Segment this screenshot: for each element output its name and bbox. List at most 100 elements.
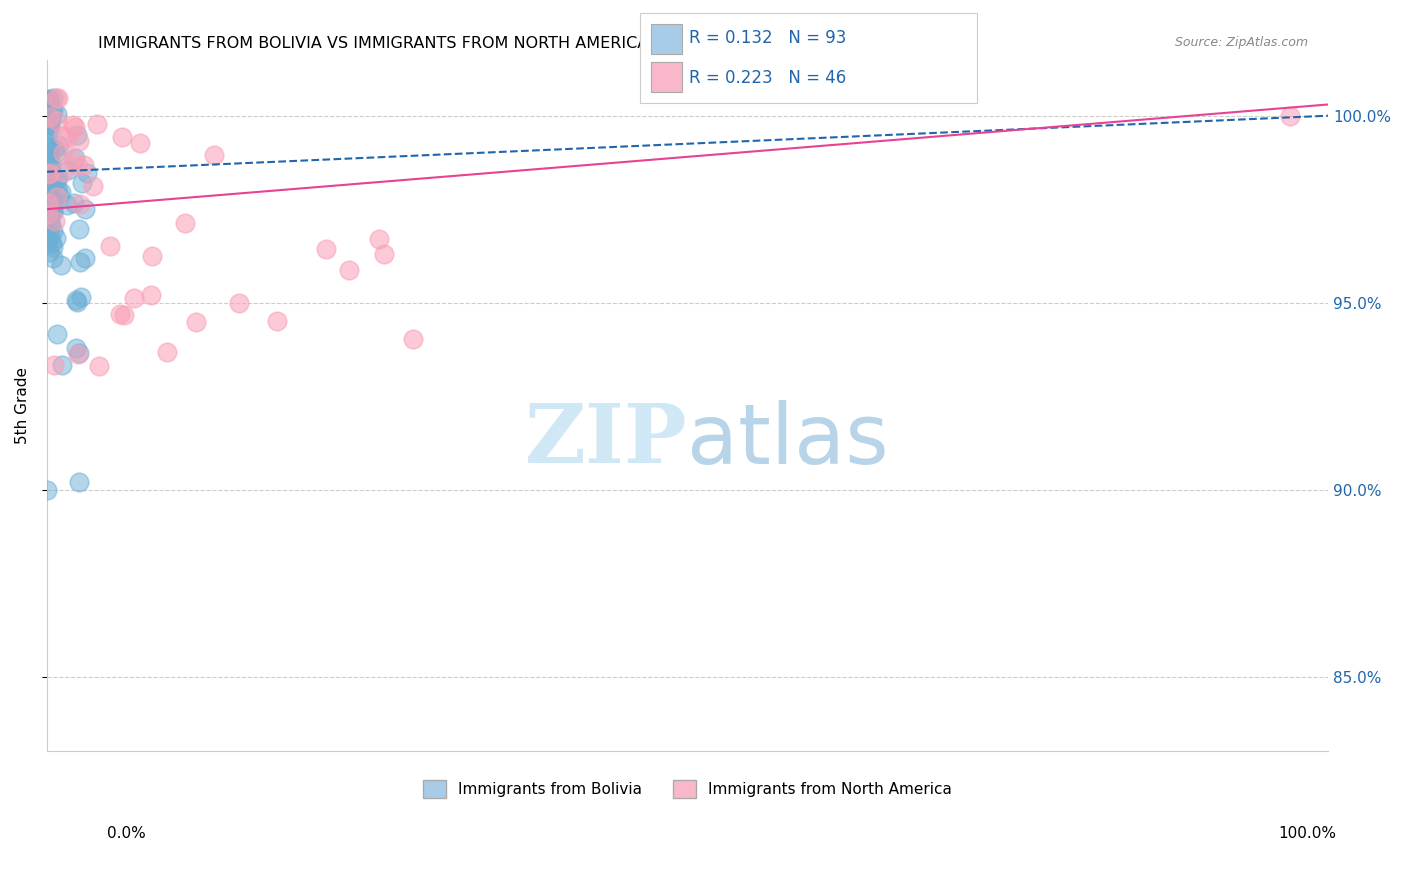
Point <box>76 166 98 180</box>
Point <box>124 292 146 306</box>
Point <box>129 136 152 151</box>
Point <box>38 110 60 124</box>
Point <box>39 193 62 207</box>
Point <box>66 128 89 142</box>
Point <box>38 244 60 259</box>
Point <box>48 188 70 202</box>
Point <box>51 358 73 372</box>
Point <box>39 112 62 127</box>
Point <box>38 116 60 130</box>
Point <box>37 191 59 205</box>
Point <box>1278 109 1301 123</box>
Text: Source: ZipAtlas.com: Source: ZipAtlas.com <box>1174 36 1308 49</box>
Point <box>42 196 65 211</box>
Point <box>44 214 66 228</box>
Point <box>37 93 59 107</box>
Text: R = 0.132   N = 93: R = 0.132 N = 93 <box>689 29 846 47</box>
Point <box>37 165 59 179</box>
Point <box>67 159 90 173</box>
Point <box>337 263 360 277</box>
Point <box>73 158 96 172</box>
Point <box>69 255 91 269</box>
Point <box>45 113 67 128</box>
Point <box>141 288 163 302</box>
Point <box>228 295 250 310</box>
Point <box>98 239 121 253</box>
Point <box>38 198 60 212</box>
Point <box>41 251 63 265</box>
Point <box>75 251 97 265</box>
Point <box>46 90 69 104</box>
Point <box>67 134 90 148</box>
Point <box>46 190 69 204</box>
Point <box>35 130 58 145</box>
Point <box>37 205 59 219</box>
Point <box>66 346 89 360</box>
Point <box>67 475 90 490</box>
Text: ZIP: ZIP <box>524 401 688 480</box>
Point <box>67 346 90 360</box>
Point <box>48 138 70 153</box>
Point <box>70 290 93 304</box>
Point <box>37 114 59 128</box>
Point <box>37 196 59 211</box>
Text: atlas: atlas <box>688 400 889 481</box>
Point <box>46 106 69 120</box>
Point <box>38 191 60 205</box>
Point <box>41 194 63 208</box>
Point <box>38 93 60 107</box>
Point <box>112 308 135 322</box>
Point <box>65 341 87 355</box>
Point <box>52 129 75 144</box>
Point <box>45 231 67 245</box>
Point <box>58 163 80 178</box>
Point <box>42 142 65 156</box>
Point <box>65 293 87 307</box>
Point <box>367 232 389 246</box>
Point <box>56 198 79 212</box>
Point <box>37 165 59 179</box>
Text: R = 0.223   N = 46: R = 0.223 N = 46 <box>689 69 846 87</box>
Point <box>39 215 62 229</box>
Point <box>39 119 62 133</box>
Point <box>37 142 59 156</box>
Point <box>38 117 60 131</box>
Point <box>402 332 425 346</box>
Point <box>41 236 63 251</box>
Point <box>38 202 60 216</box>
Point <box>45 173 67 187</box>
Point <box>63 151 86 165</box>
Point <box>63 120 86 135</box>
Text: 0.0%: 0.0% <box>107 827 146 841</box>
Point <box>42 204 65 219</box>
Point <box>42 91 65 105</box>
Point <box>45 91 67 105</box>
Point <box>63 196 86 211</box>
Point <box>89 359 111 374</box>
Point <box>174 216 197 230</box>
Point <box>38 229 60 244</box>
Point <box>82 178 104 193</box>
Point <box>373 246 395 260</box>
Point <box>37 223 59 237</box>
Point <box>39 218 62 232</box>
Point <box>51 258 73 272</box>
Point <box>41 172 63 186</box>
Text: IMMIGRANTS FROM BOLIVIA VS IMMIGRANTS FROM NORTH AMERICA 5TH GRADE CORRELATION C: IMMIGRANTS FROM BOLIVIA VS IMMIGRANTS FR… <box>98 36 927 51</box>
Point <box>46 170 69 185</box>
Point <box>37 167 59 181</box>
Point <box>38 147 60 161</box>
Legend: Immigrants from Bolivia, Immigrants from North America: Immigrants from Bolivia, Immigrants from… <box>415 772 959 806</box>
Point <box>75 202 97 217</box>
Point <box>56 130 79 145</box>
Point <box>38 199 60 213</box>
Point <box>41 224 63 238</box>
Point <box>66 295 89 310</box>
Point <box>110 307 132 321</box>
Point <box>39 92 62 106</box>
Point <box>38 165 60 179</box>
Point <box>37 135 59 149</box>
Point <box>52 145 75 160</box>
Point <box>46 182 69 196</box>
Point <box>315 243 337 257</box>
